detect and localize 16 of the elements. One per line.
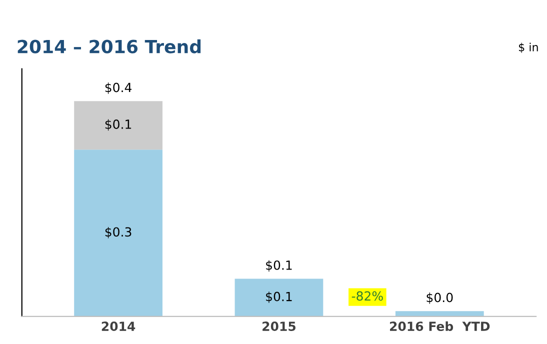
data-label: $0.1 <box>266 292 292 303</box>
total-label: $0.1 <box>266 260 292 272</box>
total-label: $0.4 <box>105 82 132 94</box>
bar <box>234 278 324 316</box>
bar <box>74 101 162 150</box>
data-label: $0.1 <box>105 119 132 131</box>
chart-title: 2014 – 2016 Trend <box>18 39 201 54</box>
data-label: $0.3 <box>105 226 132 238</box>
x-tick-label: 2016 Feb YTD <box>390 321 490 332</box>
annotation: -82% <box>352 291 383 301</box>
bar <box>395 311 484 316</box>
text: $ in <box>518 42 538 53</box>
x-tick-label: 2014 <box>102 322 136 332</box>
bar <box>74 150 162 316</box>
x-tick-label: 2015 <box>262 322 296 332</box>
total-label: $0.0 <box>426 292 453 304</box>
